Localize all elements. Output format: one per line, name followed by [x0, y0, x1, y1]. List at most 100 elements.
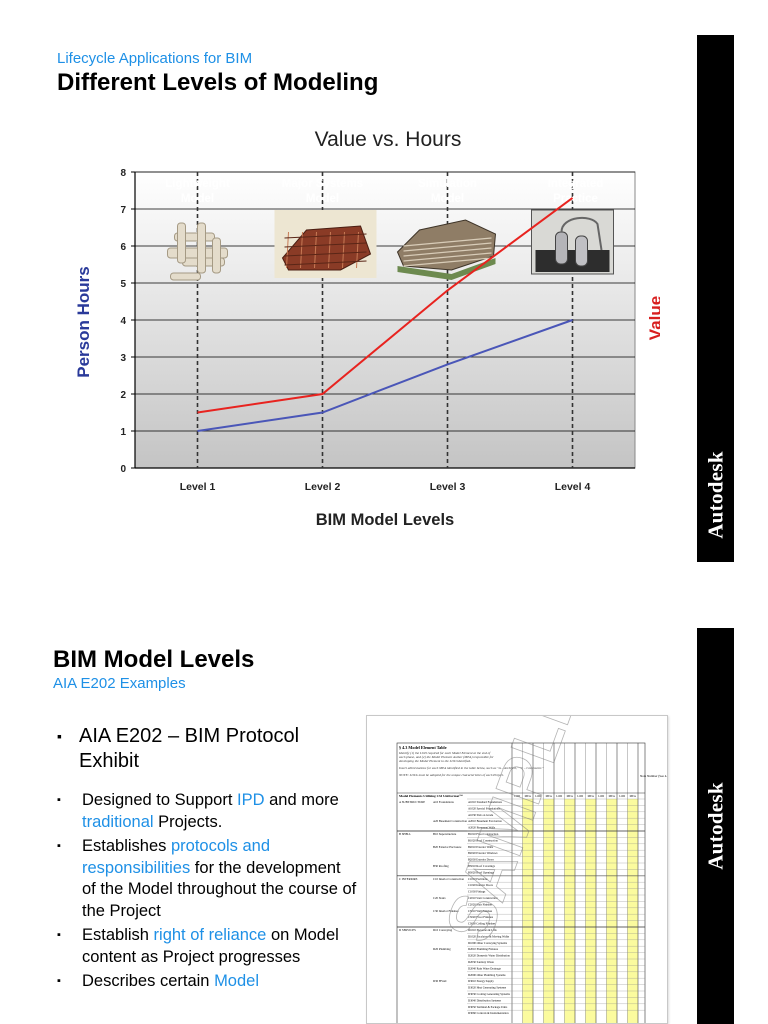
bullet-marker: ▪ — [57, 840, 61, 852]
mea-column-fill — [564, 799, 575, 1023]
column-label: LOD — [619, 795, 625, 798]
y-tick-label: 6 — [120, 242, 126, 253]
y-tick-label: 2 — [120, 390, 126, 401]
subsection-label: A20 Basement Construction — [433, 819, 467, 823]
x-tick-label: Level 4 — [555, 481, 591, 493]
element-label: B1020 Roof Construction — [468, 838, 498, 842]
column-label: LOD — [598, 795, 604, 798]
section-label: A SUBSTRUCTURE — [399, 800, 425, 804]
machine-cylinder — [575, 235, 588, 267]
highlighted-term: right of reliance — [153, 926, 267, 944]
level-annotation-label: Integrated — [548, 178, 604, 190]
section-label: C INTERIORS — [399, 877, 418, 881]
subsection-label: D30 HVAC — [433, 979, 447, 983]
bullet-text: Projects. — [153, 812, 223, 831]
table-header-title: Model Elements Utilizing CSI UniFormat™ — [399, 794, 463, 798]
section-label: B SHELL — [399, 832, 411, 836]
main-bullet-text: AIA E202 – BIM Protocol Exhibit — [79, 725, 300, 772]
bullet-marker: ▪ — [57, 794, 61, 806]
value-vs-hours-chart: 0 1 2 3 4 5 6 7 8 Level 1 Level 2 Level 3 Level 4 Lig… — [74, 168, 660, 529]
slide-subtitle: AIA E202 Examples — [53, 675, 186, 692]
section-label: D SERVICES — [399, 928, 416, 932]
element-label: C3030 Ceiling Finishes — [468, 922, 496, 926]
element-label: C1010 Partitions — [468, 877, 488, 881]
doc-note: NOTE: LODs must be adopted for the uniqu… — [398, 773, 504, 777]
element-label: D1090 Other Conveying Systems — [468, 941, 508, 945]
doc-intro-line: each phase, and (2) the Model Element Au… — [399, 755, 494, 760]
level-annotation-label: Model — [306, 193, 339, 205]
subsection-label: D10 Conveying — [433, 928, 453, 932]
aia-e202-document-thumbnail: § 4.3 Model Element Table Identify (1) th… — [366, 715, 668, 1024]
subsection-label: B30 Roofing — [433, 864, 449, 868]
structure-beam — [284, 233, 367, 239]
column-label: MEA — [609, 795, 615, 798]
pipe-segment — [170, 272, 201, 281]
bullet-marker: ▪ — [57, 929, 61, 941]
floor-line — [403, 257, 492, 267]
bullet-text: Establishes — [82, 837, 171, 855]
y-tick-label: 1 — [120, 427, 126, 438]
subsection-label: A10 Foundations — [433, 800, 455, 804]
building-model-thumbnail — [396, 219, 497, 280]
y-tick-label: 4 — [120, 316, 126, 327]
element-label: D3060 Controls & Instrumentation — [468, 1011, 509, 1015]
element-label: D2010 Plumbing Fixtures — [468, 947, 499, 951]
bullet-text: for the development of the Model through… — [82, 858, 357, 920]
element-label: D2090 Other Plumbing Systems — [468, 973, 506, 977]
structure-column — [328, 231, 331, 269]
highlighted-term: traditional — [82, 812, 154, 831]
bullet-text: and more — [264, 791, 339, 809]
slide-1: Lifecycle Applications for BIM Different… — [57, 35, 734, 562]
x-tick-label: Level 2 — [305, 481, 341, 493]
column-label: MEA — [630, 795, 636, 798]
column-label: MEA — [588, 795, 594, 798]
brand-bar: Autodesk — [697, 628, 734, 1024]
bullet-list: ▪ Designed to Support IPD and more tradit… — [57, 790, 357, 996]
y-tick-label: 0 — [120, 464, 126, 475]
element-label: C1030 Fittings — [468, 890, 486, 894]
bullet-item: ▪ Describes certain Model — [57, 971, 357, 993]
structure-beam — [284, 251, 367, 257]
element-label: D2040 Rain Water Drainage — [468, 966, 502, 970]
element-label: B1010 Floor Construction — [468, 832, 499, 836]
column-label: LOD — [577, 795, 583, 798]
mea-column-fill — [543, 799, 554, 1023]
autodesk-logo: Autodesk — [703, 451, 727, 539]
column-label: LOD — [556, 795, 562, 798]
doc-heading: § 4.3 Model Element Table — [399, 745, 447, 750]
y-axis-right-title: Value — [646, 296, 660, 340]
element-label: B2010 Exterior Walls — [468, 845, 494, 849]
y-tick-label: 7 — [120, 205, 126, 216]
element-label: D3050 Terminal & Package Units — [468, 1005, 508, 1009]
chart-title: Value vs. Hours — [314, 128, 462, 151]
element-label: B3020 Roof Openings — [468, 870, 495, 874]
floor-line — [403, 242, 492, 252]
element-label: D2030 Sanitary Waste — [468, 960, 495, 964]
pipe-segment — [212, 237, 221, 274]
structure-column — [356, 231, 359, 269]
doc-intro-line: developing the Model Element to the LOD … — [399, 759, 471, 763]
subsection-label: D20 Plumbing — [433, 947, 451, 951]
level-annotation-label: Model — [431, 193, 464, 205]
slide-subtitle: Lifecycle Applications for BIM — [57, 50, 253, 67]
element-label: A2020 Basement Walls — [468, 826, 496, 830]
element-label: C3020 Floor Finishes — [468, 915, 494, 919]
highlighted-term: Model — [214, 972, 260, 990]
element-label: C2010 Stair Construction — [468, 896, 498, 900]
slide-2: BIM Model Levels AIA E202 Examples ▪ AIA… — [0, 600, 768, 1024]
floor-line — [403, 252, 492, 262]
level-annotation-label: Practice — [553, 193, 598, 205]
bullet-text: Establish — [82, 926, 154, 944]
machine-base — [535, 250, 610, 272]
slide-title: Different Levels of Modeling — [57, 69, 379, 96]
series-line-2 — [197, 319, 573, 432]
x-tick-label: Level 1 — [180, 481, 216, 493]
element-label: D1020 Escalators & Moving Walks — [468, 934, 510, 938]
element-label: D1010 Elevators & Lifts — [468, 928, 498, 932]
ground-plane — [397, 258, 496, 280]
subsection-label: C30 Interior Finishes — [433, 909, 459, 913]
bullet-text: Designed to Support — [82, 791, 238, 809]
bullet-marker: ▪ — [57, 975, 61, 987]
level-annotation-label: Simulation — [418, 178, 477, 190]
